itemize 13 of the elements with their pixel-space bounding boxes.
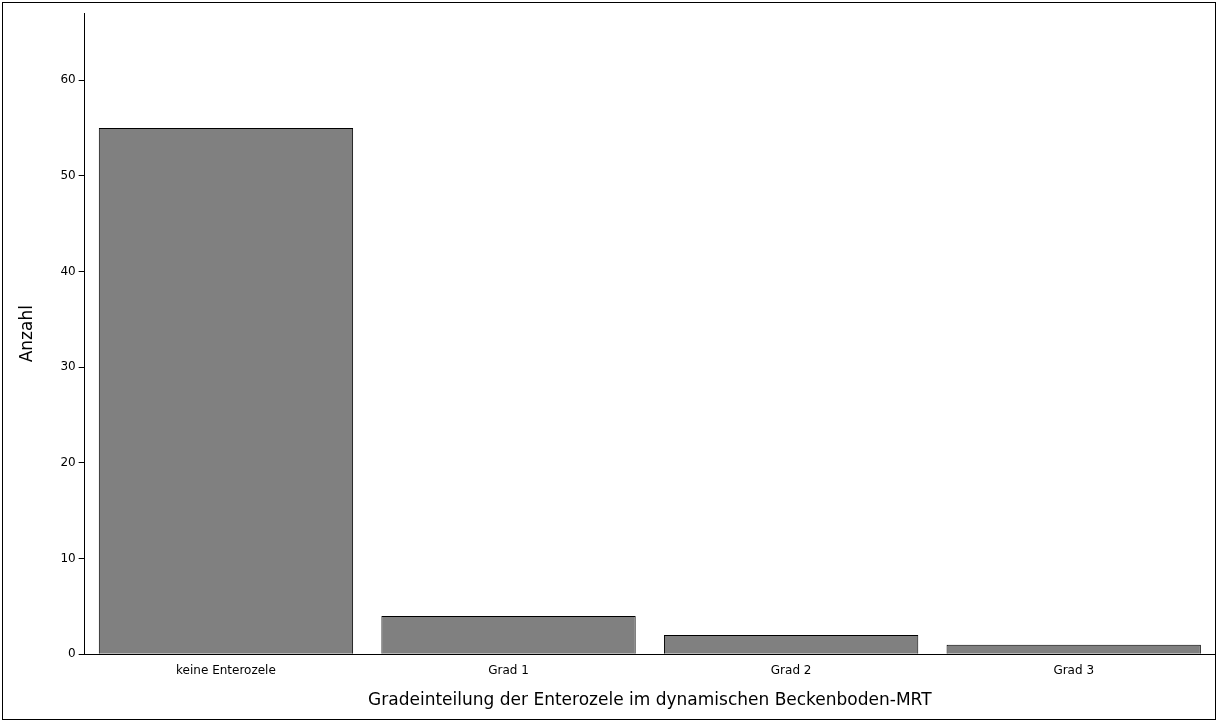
y-tick-label: 50	[60, 167, 76, 182]
y-tick-label: 10	[60, 550, 76, 565]
x-tick-label: Grad 3	[1053, 662, 1095, 677]
x-tick-label: Grad 1	[488, 662, 529, 677]
y-tick-label: 40	[60, 263, 76, 278]
x-tick-label: keine Enterozele	[176, 662, 276, 677]
y-tick-label: 30	[60, 359, 76, 374]
x-tick-label: Grad 2	[770, 662, 812, 677]
x-axis-title: Gradeinteilung der Enterozele im dynamischen Beckenboden-MRT	[368, 689, 933, 710]
y-tick-label: 60	[60, 72, 76, 87]
y-tick-label: 20	[60, 454, 76, 469]
y-tick-label: 0	[68, 646, 76, 661]
y-axis-title: Anzahl	[15, 305, 36, 363]
